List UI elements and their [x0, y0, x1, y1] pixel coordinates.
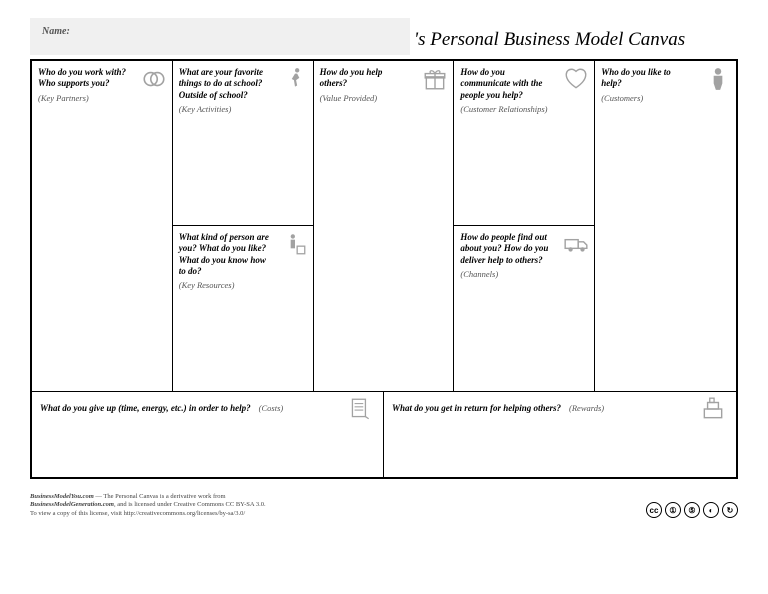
cell-customer-relationships: How do you communicate with the people y…	[454, 61, 595, 226]
subtitle: (Key Resources)	[179, 280, 307, 290]
person-icon	[705, 66, 731, 92]
gift-icon	[422, 66, 448, 92]
cell-value-provided: How do you help others? (Value Provided)	[314, 61, 455, 391]
cell-key-resources: What kind of person are you? What do you…	[173, 226, 314, 391]
cc-nc-icon: ◐	[703, 502, 719, 518]
subtitle: (Rewards)	[569, 403, 604, 413]
cc-sa-icon: ⑤	[684, 502, 700, 518]
subtitle: (Channels)	[460, 269, 588, 279]
page-title: 's Personal Business Model Canvas	[414, 29, 685, 51]
subtitle: (Key Activities)	[179, 104, 307, 114]
receipt-icon	[347, 396, 373, 422]
question: How do people find out about you? How do…	[460, 232, 552, 266]
credit-text-1: — The Personal Canvas is a derivative wo…	[94, 493, 226, 500]
subtitle: (Key Partners)	[38, 93, 166, 103]
cell-rewards: What do you get in return for helping ot…	[384, 392, 736, 477]
subtitle: (Customer Relationships)	[460, 104, 588, 114]
credit-text-2: , and is licensed under Creative Commons…	[114, 501, 266, 508]
cc-remix-icon: ↻	[722, 502, 738, 518]
question: How do you communicate with the people y…	[460, 67, 552, 101]
question: What kind of person are you? What do you…	[179, 232, 271, 277]
question: What do you give up (time, energy, etc.)…	[40, 403, 251, 413]
credit-url-2: BusinessModelGeneration.com	[30, 501, 114, 508]
heart-icon	[563, 66, 589, 92]
cc-icons: cc ① ⑤ ◐ ↻	[646, 502, 738, 518]
cc-by-icon: ①	[665, 502, 681, 518]
question: How do you help others?	[320, 67, 412, 90]
question: What do you get in return for helping ot…	[392, 403, 561, 413]
credits: BusinessModelYou.com — The Personal Canv…	[30, 493, 266, 518]
cell-key-activities: What are your favorite things to do at s…	[173, 61, 314, 226]
footer: BusinessModelYou.com — The Personal Canv…	[30, 493, 738, 518]
canvas-grid: Who do you work with? Who supports you? …	[30, 59, 738, 479]
cell-customers: Who do you like to help? (Customers)	[595, 61, 736, 391]
person-box-icon	[282, 231, 308, 257]
title-row: 's Personal Business Model Canvas	[30, 29, 738, 51]
rings-icon	[141, 66, 167, 92]
runner-icon	[282, 66, 308, 92]
subtitle: (Costs)	[259, 403, 284, 413]
cell-costs: What do you give up (time, energy, etc.)…	[32, 392, 384, 477]
name-label: Name:	[42, 26, 70, 37]
question: Who do you work with? Who supports you?	[38, 67, 130, 90]
subtitle: (Value Provided)	[320, 93, 448, 103]
truck-icon	[563, 231, 589, 257]
credit-license-url: To view a copy of this license, visit ht…	[30, 510, 266, 518]
question: Who do you like to help?	[601, 67, 693, 90]
subtitle: (Customers)	[601, 93, 730, 103]
register-icon	[700, 396, 726, 422]
question: What are your favorite things to do at s…	[179, 67, 271, 101]
credit-url-1: BusinessModelYou.com	[30, 493, 94, 500]
cell-key-partners: Who do you work with? Who supports you? …	[32, 61, 173, 391]
cc-icon: cc	[646, 502, 662, 518]
cell-channels: How do people find out about you? How do…	[454, 226, 595, 391]
